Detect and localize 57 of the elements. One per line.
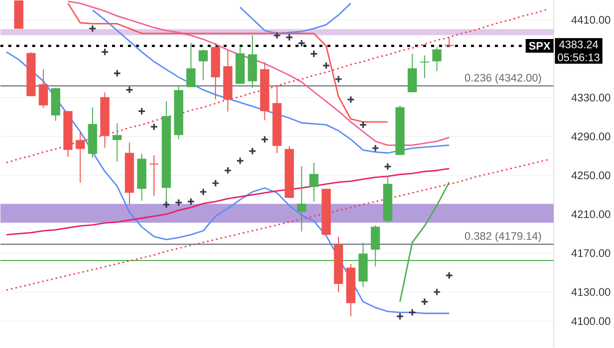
y-tick-label: 4410.00 — [571, 16, 610, 24]
candlestick — [112, 122, 122, 162]
point — [162, 200, 170, 209]
candlestick — [76, 130, 85, 184]
point — [100, 48, 109, 56]
point — [346, 96, 355, 104]
point — [224, 166, 232, 175]
ref-line-label: 0.382 (4179.14) — [464, 232, 541, 242]
y-tick-label: 4130.00 — [571, 288, 610, 296]
point — [125, 86, 134, 94]
candlestick — [186, 42, 196, 88]
point — [298, 39, 306, 48]
candlestick — [38, 69, 48, 109]
line-series — [239, 2, 352, 34]
text: 4383.24 — [559, 40, 598, 48]
ref-line-label: 0.236 (4342.00) — [464, 74, 541, 84]
candlestick — [432, 46, 442, 72]
y-tick-label: 4170.00 — [571, 249, 610, 258]
candlestick — [198, 49, 208, 81]
point — [248, 147, 256, 156]
ref-line-label: SPX — [528, 42, 550, 50]
point — [420, 298, 429, 306]
point — [138, 107, 146, 116]
point — [285, 33, 294, 42]
point — [322, 62, 330, 70]
candlestick — [149, 154, 159, 196]
point — [273, 31, 281, 40]
y-tick-label: 4250.00 — [571, 172, 610, 180]
text: 05:56:13 — [558, 54, 600, 62]
point — [384, 162, 392, 171]
point — [260, 135, 269, 144]
point — [334, 75, 342, 84]
point — [88, 24, 97, 33]
point — [371, 144, 380, 152]
point — [150, 122, 158, 131]
candlestick — [420, 55, 430, 79]
point — [186, 198, 195, 206]
point — [174, 198, 183, 207]
point — [199, 188, 208, 196]
point — [212, 179, 220, 188]
line-series — [6, 159, 548, 291]
candlestick — [309, 162, 318, 202]
point — [310, 50, 318, 58]
point — [359, 120, 368, 129]
point — [236, 156, 244, 165]
y-tick-label: 4210.00 — [571, 210, 610, 218]
point — [432, 288, 441, 296]
candlestick — [297, 166, 306, 232]
y-tick-label: 4290.00 — [571, 132, 610, 140]
y-tick-label: 4330.00 — [571, 94, 610, 102]
point — [408, 308, 416, 316]
candlestick — [408, 53, 417, 93]
y-tick-label: 4100.00 — [571, 317, 610, 326]
candlestick — [444, 36, 454, 48]
point — [396, 312, 404, 320]
point — [113, 69, 122, 78]
point — [445, 272, 454, 280]
